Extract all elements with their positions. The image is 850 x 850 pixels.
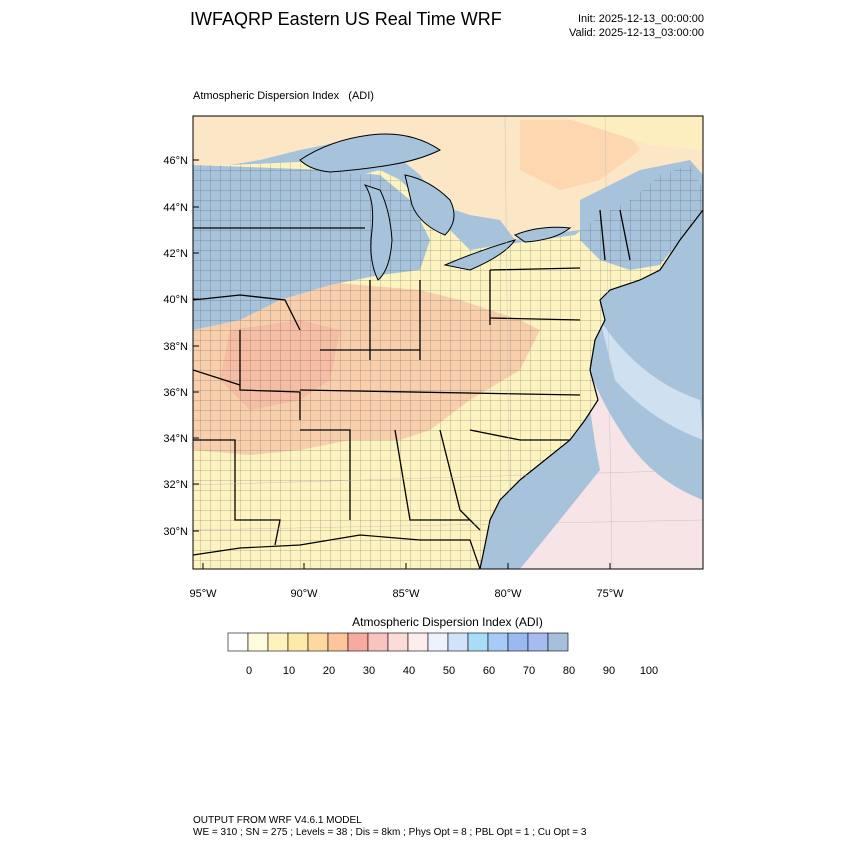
county-lines: [193, 162, 703, 569]
lake-michigan: [363, 184, 393, 281]
colorbar-swatch: [507, 632, 529, 652]
lat-label: 46°N: [163, 155, 188, 167]
gulf-coastline: [193, 534, 481, 569]
longitude-axis: 95°W 90°W 85°W 80°W 75°W: [189, 563, 624, 600]
colorbar-tick-label: 0: [246, 665, 252, 677]
lon-label: 95°W: [189, 588, 217, 600]
colorbar-tick-label: 70: [523, 665, 535, 677]
lake-superior: [299, 133, 441, 173]
map-title: Atmospheric Dispersion Index (ADI): [193, 90, 374, 102]
colorbar-swatch: [307, 632, 329, 652]
colorbar-title: Atmospheric Dispersion Index (ADI): [352, 615, 543, 629]
lon-label: 85°W: [392, 588, 420, 600]
colorbar-swatch: [247, 632, 269, 652]
colorbar-tick-label: 10: [283, 665, 295, 677]
lon-label: 90°W: [290, 588, 318, 600]
lat-label: 30°N: [163, 526, 188, 538]
colorbar-swatch: [407, 632, 429, 652]
colorbar-tick-label: 100: [640, 665, 658, 677]
colorbar-tick-label: 90: [603, 665, 615, 677]
latitude-axis: 46°N 44°N 42°N 40°N 38°N 36°N 34°N 32°N 30°N: [163, 155, 199, 538]
lon-label: 80°W: [494, 588, 522, 600]
footer-config: WE = 310 ; SN = 275 ; Levels = 38 ; Dis …: [193, 827, 587, 838]
canada-warm-patch: [520, 120, 640, 190]
colorbar-swatch: [227, 632, 249, 652]
ocean-plume: [520, 360, 703, 569]
colorbar-swatch: [367, 632, 389, 652]
lake-ontario: [513, 226, 572, 243]
footer-model: OUTPUT FROM WRF V4.6.1 MODEL: [193, 815, 362, 826]
colorbar-swatch: [527, 632, 549, 652]
lat-label: 34°N: [163, 433, 188, 445]
colorbar-tick-label: 30: [363, 665, 375, 677]
canada-light-patch: [560, 116, 703, 150]
lat-label: 36°N: [163, 387, 188, 399]
coastline: [479, 209, 703, 569]
colorbar-tick-label: 40: [403, 665, 415, 677]
colorbar-swatch: [467, 632, 489, 652]
colorbar-tick-label: 80: [563, 665, 575, 677]
lat-label: 32°N: [163, 479, 188, 491]
colorbar-swatch: [427, 632, 449, 652]
lat-label: 42°N: [163, 248, 188, 260]
colorbar-swatch: [267, 632, 289, 652]
colorbar-swatch: [387, 632, 409, 652]
lon-label: 75°W: [596, 588, 624, 600]
lat-label: 44°N: [163, 202, 188, 214]
map-area: [193, 116, 703, 569]
lat-label: 38°N: [163, 341, 188, 353]
colorbar-tick-label: 60: [483, 665, 495, 677]
lat-label: 40°N: [163, 294, 188, 306]
valid-time: Valid: 2025-12-13_03:00:00: [569, 27, 704, 39]
colorbar-swatch: [547, 632, 569, 652]
map-frame: [192, 115, 704, 570]
ocean-band: [600, 320, 703, 440]
colorbar-swatch: [327, 632, 349, 652]
colorbar-swatch: [487, 632, 509, 652]
figure-title: IWFAQRP Eastern US Real Time WRF: [190, 9, 502, 29]
colorbar-swatch: [447, 632, 469, 652]
colorbar-tick-label: 50: [443, 665, 455, 677]
colorbar-swatch: [347, 632, 369, 652]
colorbar-swatch: [287, 632, 309, 652]
lake-erie: [443, 239, 517, 271]
graticule: [193, 116, 703, 569]
colorbar-tick-label: 20: [323, 665, 335, 677]
init-time: Init: 2025-12-13_00:00:00: [578, 13, 704, 25]
lake-huron: [404, 174, 455, 236]
colorbar: 0 10 20 30 40 50 60 70 80 90 100: [227, 632, 658, 677]
